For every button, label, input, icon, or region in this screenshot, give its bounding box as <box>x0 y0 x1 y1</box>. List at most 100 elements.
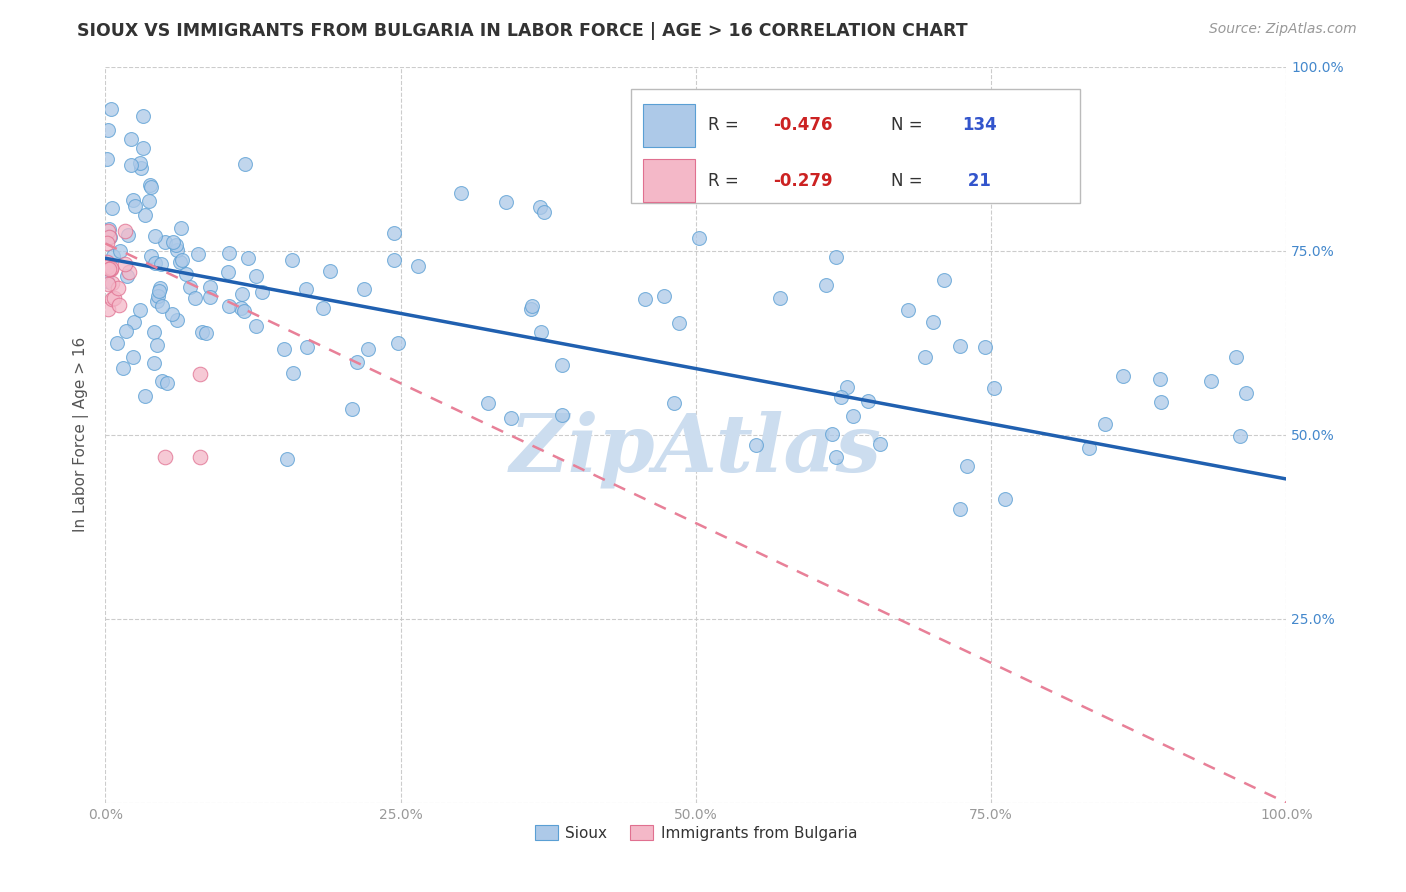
Point <box>146 293 169 308</box>
Text: ZipAtlas: ZipAtlas <box>510 411 882 488</box>
Point <box>353 283 375 297</box>
Point <box>128 302 150 317</box>
Point <box>96 260 118 274</box>
Point <box>97 222 120 236</box>
Point <box>842 409 865 423</box>
Point <box>1112 368 1135 383</box>
Point <box>769 291 792 305</box>
Point <box>1234 386 1257 401</box>
Point <box>956 458 979 473</box>
Point <box>146 289 169 303</box>
Point <box>273 342 295 356</box>
Point <box>150 374 173 388</box>
Point <box>533 205 555 219</box>
Point <box>233 304 256 318</box>
Point <box>949 339 972 353</box>
Point <box>188 450 211 464</box>
Point <box>825 250 848 264</box>
Point <box>114 256 136 270</box>
Point <box>97 229 120 244</box>
Point <box>297 340 319 354</box>
Point <box>131 109 153 123</box>
Point <box>124 199 146 213</box>
Point <box>170 221 193 235</box>
Point <box>138 194 160 208</box>
Text: R =: R = <box>707 171 744 190</box>
Point <box>150 257 173 271</box>
Point <box>115 268 138 283</box>
Point <box>814 278 837 293</box>
Point <box>100 261 122 276</box>
Y-axis label: In Labor Force | Age > 16: In Labor Force | Age > 16 <box>73 337 90 533</box>
FancyBboxPatch shape <box>643 159 695 202</box>
Point <box>165 238 187 252</box>
Point <box>129 156 152 170</box>
Point <box>148 281 170 295</box>
Point <box>142 356 165 370</box>
Point <box>162 235 184 249</box>
Point <box>97 224 120 238</box>
Point <box>96 153 118 167</box>
Point <box>356 342 378 356</box>
Point <box>166 313 188 327</box>
Point <box>346 355 368 369</box>
FancyBboxPatch shape <box>643 103 695 147</box>
Point <box>198 290 221 304</box>
Text: R =: R = <box>707 116 744 135</box>
Point <box>134 208 156 222</box>
Point <box>107 281 129 295</box>
Point <box>150 299 173 313</box>
Point <box>145 229 167 244</box>
Point <box>668 316 690 330</box>
Point <box>520 301 543 316</box>
Point <box>994 492 1017 507</box>
Point <box>112 361 135 376</box>
Text: 21: 21 <box>962 171 991 190</box>
Point <box>1229 429 1251 443</box>
Point <box>856 394 879 409</box>
Point <box>1094 417 1116 432</box>
Point <box>450 186 472 200</box>
Point <box>283 366 305 380</box>
Point <box>108 244 131 258</box>
Point <box>187 247 209 261</box>
Point <box>949 502 972 516</box>
Point <box>520 299 543 313</box>
Point <box>162 307 184 321</box>
Point <box>129 161 152 175</box>
Point <box>184 291 207 305</box>
Point <box>97 277 120 292</box>
Point <box>97 302 120 317</box>
Point <box>97 122 120 136</box>
Point <box>312 301 335 315</box>
Point <box>869 437 891 451</box>
Point <box>96 236 118 251</box>
Point <box>1201 375 1223 389</box>
Point <box>105 336 128 351</box>
Text: Source: ZipAtlas.com: Source: ZipAtlas.com <box>1209 22 1357 37</box>
Point <box>101 250 124 264</box>
Point <box>146 338 169 352</box>
Point <box>118 265 141 279</box>
Point <box>983 381 1005 395</box>
Point <box>115 324 138 338</box>
Point <box>117 227 139 242</box>
Point <box>172 252 194 267</box>
Point <box>96 254 118 268</box>
Point <box>139 179 162 194</box>
Point <box>495 195 517 210</box>
Point <box>276 452 298 467</box>
Point <box>218 246 240 260</box>
Point <box>652 289 675 303</box>
Point <box>132 141 155 155</box>
Text: 134: 134 <box>962 116 997 135</box>
Legend: Sioux, Immigrants from Bulgaria: Sioux, Immigrants from Bulgaria <box>529 819 863 847</box>
Point <box>1225 351 1247 365</box>
Point <box>103 291 125 305</box>
Point <box>100 102 122 116</box>
Point <box>245 319 267 334</box>
Point <box>340 402 363 417</box>
Point <box>384 226 406 240</box>
Point <box>1077 441 1099 455</box>
Point <box>166 243 188 257</box>
